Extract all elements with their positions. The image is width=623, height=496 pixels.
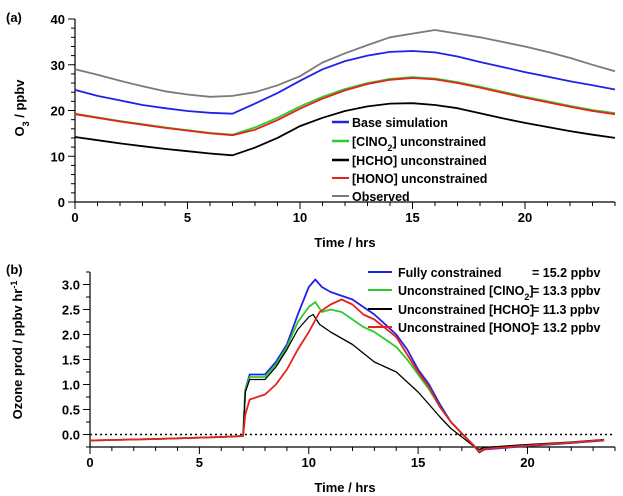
legend-a-label-base-simulation: Base simulation bbox=[352, 116, 448, 130]
legend-b-clno2-sub: 2 bbox=[524, 292, 529, 302]
panel-a-axes: 0 5 10 15 20 0 10 20 30 40 bbox=[51, 12, 616, 225]
panel-b-y-tick-label-2-5: 2.5 bbox=[62, 303, 80, 318]
panel-a-y-tick-label-20: 20 bbox=[51, 104, 65, 119]
legend-b-clno2-post: ] bbox=[529, 284, 533, 298]
legend-b-label-hono: Unconstrained [HONO] bbox=[398, 321, 535, 335]
panel-a-x-axis-title: Time / hrs bbox=[314, 235, 375, 250]
panel-b-series-unconstrained-hono bbox=[89, 298, 605, 453]
panel-b-x-tick-label-0: 0 bbox=[86, 455, 93, 470]
legend-a-label-hono: [HONO] unconstrained bbox=[352, 172, 487, 186]
panel-a-series-hcho-unconstrained bbox=[74, 102, 616, 157]
panel-a-x-tick-label-0: 0 bbox=[71, 210, 78, 225]
panel-b-axes: 0 5 10 15 20 0.0 0.5 1.0 1.5 2.0 2.5 3.0 bbox=[62, 271, 616, 470]
panel-a-series-hono-unconstrained bbox=[74, 77, 616, 137]
panel-b-x-axis-title: Time / hrs bbox=[314, 480, 375, 495]
panel-b-x-tick-label-10: 10 bbox=[302, 455, 316, 470]
legend-b-label-fully-constrained: Fully constrained bbox=[398, 266, 502, 280]
legend-b-label-hcho: Unconstrained [HCHO] bbox=[398, 303, 534, 317]
panel-a-x-tick-label-10: 10 bbox=[293, 210, 307, 225]
panel-a-series-base-simulation bbox=[74, 50, 616, 115]
panel-b-y-tick-label-0-0: 0.0 bbox=[62, 428, 80, 443]
legend-b-label-clno2: Unconstrained [ClNO2] bbox=[398, 284, 534, 302]
panel-a-series-observed bbox=[74, 29, 616, 98]
legend-a-label-clno2: [ClNO2] unconstrained bbox=[352, 135, 486, 153]
panel-b-label: (b) bbox=[6, 262, 23, 277]
panel-b-y-tick-label-3-0: 3.0 bbox=[62, 278, 80, 293]
panel-b-y-title-base: Ozone prod / ppbv hr bbox=[10, 289, 25, 420]
panel-a-y-tick-label-10: 10 bbox=[51, 149, 65, 164]
panel-a-legend: Base simulation [ClNO2] unconstrained [H… bbox=[332, 116, 487, 204]
panel-a-y-title-sub: 3 bbox=[21, 121, 31, 126]
legend-b-value-fully-constrained: = 15.2 ppbv bbox=[532, 266, 600, 280]
panel-a-x-tick-label-5: 5 bbox=[184, 210, 191, 225]
panel-a-y-title-rest: / ppbv bbox=[12, 79, 27, 122]
panel-b-y-tick-label-1-0: 1.0 bbox=[62, 378, 80, 393]
legend-a-clno2-post: ] unconstrained bbox=[392, 135, 486, 149]
panel-b-y-tick-label-1-5: 1.5 bbox=[62, 353, 80, 368]
panel-b-x-tick-label-15: 15 bbox=[411, 455, 425, 470]
legend-b-value-clno2: = 13.3 ppbv bbox=[532, 284, 600, 298]
legend-b-value-hcho: = 11.3 ppbv bbox=[532, 303, 600, 317]
legend-a-label-hcho: [HCHO] unconstrained bbox=[352, 154, 487, 168]
panel-a-y-title-base: O bbox=[12, 126, 27, 136]
legend-b-value-hono: = 13.2 ppbv bbox=[532, 321, 600, 335]
legend-b-clno2-pre: Unconstrained [ClNO bbox=[398, 284, 525, 298]
panel-a-x-tick-label-15: 15 bbox=[405, 210, 419, 225]
legend-a-label-observed: Observed bbox=[352, 190, 410, 204]
panel-b-y-tick-label-2-0: 2.0 bbox=[62, 328, 80, 343]
panel-a-y-tick-label-0: 0 bbox=[58, 195, 65, 210]
legend-a-clno2-pre: [ClNO bbox=[352, 135, 388, 149]
panel-b-y-axis-title: Ozone prod / ppbv hr-1 bbox=[9, 281, 25, 420]
panel-a-y-tick-label-40: 40 bbox=[51, 12, 65, 27]
panel-b-y-tick-label-0-5: 0.5 bbox=[62, 403, 80, 418]
legend-a-clno2-sub: 2 bbox=[387, 143, 392, 153]
panel-a-x-tick-label-20: 20 bbox=[518, 210, 532, 225]
panel-b-legend: Fully constrained = 15.2 ppbv Unconstrai… bbox=[368, 266, 600, 335]
panel-a-label: (a) bbox=[6, 10, 22, 25]
panel-a-y-tick-label-30: 30 bbox=[51, 58, 65, 73]
panel-b-x-tick-label-5: 5 bbox=[196, 455, 203, 470]
panel-b-x-tick-label-20: 20 bbox=[520, 455, 534, 470]
panel-b-y-title-sup: -1 bbox=[9, 281, 19, 289]
panel-a-y-axis-title: O3 / ppbv bbox=[12, 79, 31, 137]
